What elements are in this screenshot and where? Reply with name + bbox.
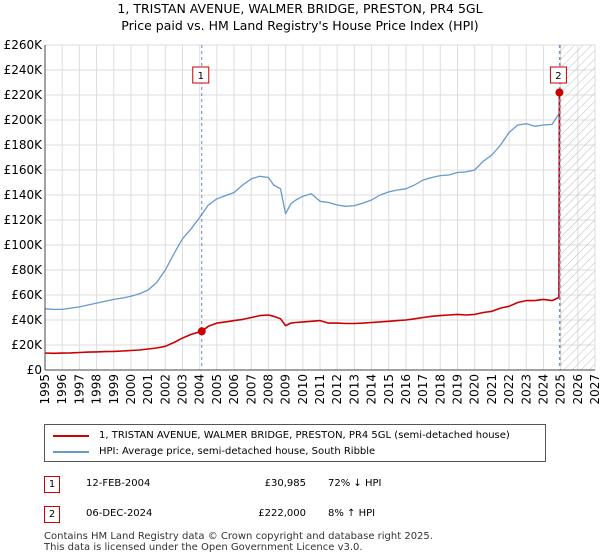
property-price-line <box>44 91 561 355</box>
x-tick-label: 2011 <box>313 374 327 405</box>
x-tick-label: 2007 <box>244 374 258 405</box>
x-tick-label: 2010 <box>296 374 310 405</box>
x-tick-label: 2025 <box>554 374 568 405</box>
legend-item-property: 1, TRISTAN AVENUE, WALMER BRIDGE, PRESTO… <box>53 430 510 441</box>
y-tick-label: £260K <box>4 38 44 52</box>
x-tick-label: 2013 <box>347 374 361 405</box>
future-hatch <box>560 45 595 370</box>
footer-license: This data is licensed under the Open Gov… <box>44 542 363 553</box>
x-tick-label: 2004 <box>193 374 207 405</box>
x-tick-label: 2015 <box>382 374 396 405</box>
x-tick-label: 2024 <box>536 374 550 405</box>
y-tick-label: £0 <box>27 363 42 377</box>
y-tick-label: £240K <box>4 63 44 77</box>
series-group <box>44 91 561 355</box>
legend: 1, TRISTAN AVENUE, WALMER BRIDGE, PRESTO… <box>44 424 546 462</box>
y-tick-label: £140K <box>4 188 44 202</box>
y-tick-label: £220K <box>4 88 44 102</box>
y-tick-label: £40K <box>11 313 43 327</box>
x-tick-label: 2001 <box>141 374 155 405</box>
hpi-line <box>44 113 560 311</box>
annotation-label: 2 <box>555 71 561 82</box>
y-tick-label: £160K <box>4 163 44 177</box>
x-tick-label: 2027 <box>588 374 600 405</box>
grid <box>44 44 596 371</box>
x-tick-label: 2016 <box>399 374 413 405</box>
x-tick-label: 2012 <box>330 374 344 405</box>
x-tick-label: 2003 <box>176 374 190 405</box>
x-tick-label: 1998 <box>90 374 104 405</box>
chart-title: 1, TRISTAN AVENUE, WALMER BRIDGE, PRESTO… <box>117 1 483 16</box>
x-tick-label: 2017 <box>416 374 430 405</box>
x-tick-label: 1997 <box>72 374 86 405</box>
y-tick-label: £200K <box>4 113 44 127</box>
y-tick-label: £100K <box>4 238 44 252</box>
x-tick-label: 1996 <box>55 374 69 405</box>
transaction-hpi: 72% ↓ HPI <box>328 478 382 489</box>
x-tick-label: 2021 <box>485 374 499 405</box>
x-tick-label: 2026 <box>571 374 585 405</box>
x-tick-label: 2000 <box>124 374 138 405</box>
legend-item-hpi: HPI: Average price, semi-detached house,… <box>53 446 375 457</box>
x-tick-label: 1995 <box>38 374 52 405</box>
y-tick-label: £180K <box>4 138 44 152</box>
price-chart: £0 £20K £40K £60K £80K £100K £120K £140K £160K £1… <box>4 38 600 405</box>
legend-label-hpi: HPI: Average price, semi-detached house,… <box>99 446 376 457</box>
footer-copyright: Contains HM Land Registry data © Crown c… <box>44 531 433 542</box>
sale-marker <box>555 88 564 97</box>
legend-swatch-property <box>53 434 89 437</box>
x-tick-label: 2014 <box>365 374 379 405</box>
legend-swatch-hpi <box>53 450 89 453</box>
sale-marker <box>197 327 206 336</box>
transaction-price: £30,985 <box>264 478 306 489</box>
x-tick-label: 2008 <box>261 374 275 405</box>
y-tick-label: £120K <box>4 213 44 227</box>
x-tick-label: 1999 <box>107 374 121 405</box>
x-tick-label: 2019 <box>451 374 465 405</box>
y-tick-label: £60K <box>11 288 43 302</box>
x-tick-label: 2002 <box>158 374 172 405</box>
transaction-row: 2 06-DEC-2024 £222,000 8% ↑ HPI <box>44 506 564 526</box>
axes: £0 £20K £40K £60K £80K £100K £120K £140K £160K £1… <box>4 38 600 405</box>
transaction-price: £222,000 <box>258 508 306 519</box>
chart-subtitle: Price paid vs. HM Land Registry's House … <box>121 18 479 33</box>
y-tick-label: £20K <box>11 338 43 352</box>
transaction-badge: 2 <box>44 506 60 523</box>
x-tick-label: 2023 <box>519 374 533 405</box>
x-tick-label: 2022 <box>502 374 516 405</box>
legend-label-property: 1, TRISTAN AVENUE, WALMER BRIDGE, PRESTO… <box>99 430 510 441</box>
y-tick-label: £80K <box>11 263 43 277</box>
x-tick-label: 2005 <box>210 374 224 405</box>
x-tick-label: 2006 <box>227 374 241 405</box>
transaction-date: 12-FEB-2004 <box>86 478 151 489</box>
x-tick-label: 2020 <box>468 374 482 405</box>
annotation-box <box>192 66 210 84</box>
x-tick-label: 2009 <box>279 374 293 405</box>
x-tick-label: 2018 <box>433 374 447 405</box>
future-hatch-region <box>560 45 595 370</box>
transaction-hpi: 8% ↑ HPI <box>328 508 376 519</box>
transaction-row: 1 12-FEB-2004 £30,985 72% ↓ HPI <box>44 476 564 496</box>
annotation-box <box>549 66 567 84</box>
transaction-badge: 1 <box>44 476 60 493</box>
transaction-date: 06-DEC-2024 <box>86 508 153 519</box>
annotation-label: 1 <box>198 71 204 82</box>
